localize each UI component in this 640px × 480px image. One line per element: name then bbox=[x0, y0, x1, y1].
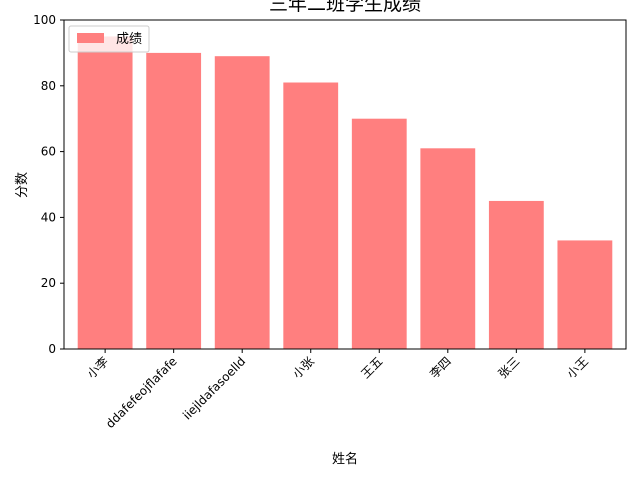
x-tick-label: 小李 bbox=[84, 354, 112, 382]
y-tick-label: 40 bbox=[41, 210, 56, 224]
legend: 成绩 bbox=[68, 25, 150, 53]
x-tick-label: iiejldafasoelld bbox=[180, 354, 248, 422]
x-tick-label: 王五 bbox=[359, 354, 386, 381]
bar bbox=[283, 82, 339, 349]
y-axis-title: 分数 bbox=[15, 172, 30, 198]
axes-frame bbox=[63, 19, 627, 350]
chart-title: 三年二班学生成绩 bbox=[269, 0, 421, 15]
x-tick-label: 小张 bbox=[290, 354, 317, 381]
x-axis-title: 姓名 bbox=[332, 451, 358, 467]
y-tick-label: 100 bbox=[33, 13, 56, 27]
bar bbox=[351, 118, 407, 349]
bar bbox=[488, 200, 544, 349]
y-tick-label: 0 bbox=[48, 342, 56, 356]
bar bbox=[557, 240, 613, 349]
bar bbox=[146, 52, 202, 350]
x-tick-label: 李四 bbox=[426, 354, 454, 382]
y-tick-label: 60 bbox=[41, 145, 56, 159]
y-tick-label: 20 bbox=[41, 276, 56, 290]
legend-box bbox=[68, 25, 150, 53]
y-tick-label: 80 bbox=[41, 79, 56, 93]
bar bbox=[420, 148, 476, 349]
x-tick-label: 张三 bbox=[496, 354, 523, 381]
x-tick-label: ddafefeojflafafe bbox=[103, 354, 180, 431]
legend-swatch bbox=[77, 33, 104, 43]
bar bbox=[214, 56, 270, 349]
legend-label: 成绩 bbox=[116, 32, 142, 47]
bar bbox=[77, 36, 133, 349]
plot-area bbox=[77, 36, 613, 350]
x-tick-label: 小王 bbox=[564, 354, 591, 381]
y-axis: 0 20 40 60 80 100 bbox=[33, 13, 64, 356]
